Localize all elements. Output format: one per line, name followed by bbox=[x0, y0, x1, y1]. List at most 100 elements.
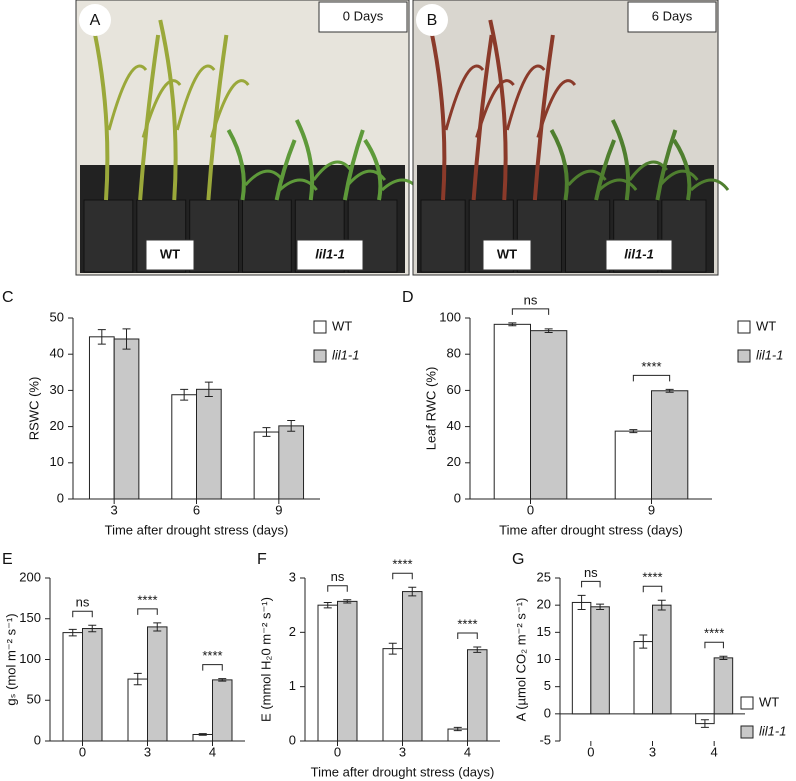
error-bar bbox=[133, 672, 142, 686]
x-tick-label: 9 bbox=[275, 502, 282, 517]
y-tick-label: 15 bbox=[537, 624, 551, 639]
x-tick-label: 9 bbox=[648, 502, 655, 517]
significance-label: **** bbox=[704, 626, 724, 641]
plant bbox=[138, 34, 161, 201]
plant bbox=[594, 139, 616, 201]
bar bbox=[171, 394, 198, 500]
x-tick-label: 0 bbox=[587, 744, 594, 759]
plant bbox=[672, 138, 692, 201]
error-bar bbox=[68, 628, 77, 637]
significance-bracket bbox=[327, 585, 348, 592]
x-axis-label: Time after drought stress (days) bbox=[499, 522, 683, 537]
y-tick-label: 20 bbox=[537, 597, 551, 612]
legend-swatch bbox=[740, 696, 754, 710]
bar bbox=[633, 641, 653, 715]
leaf bbox=[312, 160, 352, 181]
y-tick-label: 0 bbox=[454, 490, 461, 505]
significance-bracket bbox=[581, 580, 601, 588]
legend-swatch bbox=[737, 349, 751, 363]
bar bbox=[82, 628, 103, 742]
plant bbox=[427, 19, 447, 201]
pot bbox=[420, 199, 466, 273]
plant bbox=[532, 34, 555, 201]
bar bbox=[62, 632, 83, 742]
legend-label: WT bbox=[759, 694, 779, 709]
error-bar bbox=[323, 601, 332, 609]
leaf bbox=[598, 178, 638, 192]
plant bbox=[226, 129, 246, 201]
error-bar bbox=[639, 634, 648, 649]
panel-badge bbox=[79, 4, 111, 36]
y-axis-label: E (mmol H₂0 m⁻² s⁻¹) bbox=[258, 597, 273, 722]
y-tick-label: 0 bbox=[57, 490, 64, 505]
leaf bbox=[659, 169, 699, 186]
photo-label: lil1-1 bbox=[315, 246, 345, 261]
bar bbox=[571, 601, 592, 715]
y-tick-label: 50 bbox=[27, 692, 41, 707]
bar bbox=[317, 604, 338, 742]
leaf bbox=[209, 79, 250, 138]
legend-label: lil1-1 bbox=[332, 347, 359, 362]
plant bbox=[294, 119, 315, 201]
plant bbox=[471, 34, 494, 201]
plant bbox=[488, 19, 508, 201]
photo-tag: 0 Days bbox=[343, 8, 384, 23]
x-tick-label: 3 bbox=[649, 744, 656, 759]
error-bar bbox=[204, 381, 213, 398]
panel-label: G bbox=[512, 551, 524, 568]
y-axis-label: A (µmol CO₂ m⁻² s⁻¹) bbox=[513, 598, 528, 722]
y-tick-label: 0 bbox=[544, 705, 551, 720]
plant bbox=[363, 138, 383, 201]
significance-label: **** bbox=[642, 570, 662, 585]
y-tick-label: 100 bbox=[439, 309, 461, 324]
x-axis-label: Time after drought stress (days) bbox=[311, 764, 495, 779]
panel-label: F bbox=[257, 551, 267, 568]
significance-bracket bbox=[137, 608, 158, 615]
leaf bbox=[536, 79, 577, 138]
y-axis-label: gₛ (mol m⁻² s⁻¹) bbox=[3, 613, 18, 705]
error-bar bbox=[596, 603, 605, 611]
y-tick-label: 10 bbox=[50, 454, 64, 469]
label-box bbox=[296, 239, 364, 271]
bar bbox=[713, 657, 734, 715]
significance-label: **** bbox=[392, 557, 412, 572]
x-tick-label: 0 bbox=[334, 744, 341, 759]
panel-label: E bbox=[2, 551, 13, 568]
y-tick-label: 150 bbox=[19, 610, 41, 625]
significance-bracket bbox=[457, 632, 478, 640]
panel-label: A bbox=[90, 12, 101, 29]
error-bar bbox=[388, 642, 397, 655]
pot bbox=[83, 199, 134, 273]
y-axis-label: Leaf RWC (%) bbox=[423, 367, 438, 451]
legend-label: lil1-1 bbox=[759, 723, 786, 738]
error-bar bbox=[218, 678, 227, 682]
plant bbox=[610, 119, 631, 201]
photo-label: WT bbox=[160, 246, 180, 261]
significance-label: ns bbox=[331, 569, 345, 584]
error-bar bbox=[153, 622, 162, 632]
bar bbox=[113, 338, 140, 500]
legend-label: WT bbox=[332, 318, 352, 333]
x-tick-label: 6 bbox=[193, 502, 200, 517]
error-bar bbox=[657, 599, 666, 611]
plant bbox=[90, 19, 110, 201]
significance-bracket bbox=[72, 610, 93, 618]
panel-label: D bbox=[402, 289, 414, 306]
bar bbox=[278, 425, 305, 500]
y-tick-label: 100 bbox=[19, 651, 41, 666]
significance-bracket bbox=[392, 572, 413, 580]
bar bbox=[382, 648, 403, 742]
legend-swatch bbox=[313, 320, 327, 334]
plant bbox=[655, 129, 678, 201]
leaf bbox=[107, 64, 148, 131]
y-tick-label: 60 bbox=[447, 382, 461, 397]
label-box bbox=[145, 239, 195, 271]
significance-label: **** bbox=[137, 592, 157, 607]
leaf bbox=[689, 178, 730, 192]
leaf bbox=[475, 79, 515, 138]
y-tick-label: 20 bbox=[447, 454, 461, 469]
tag-box bbox=[627, 1, 717, 33]
significance-bracket bbox=[511, 308, 550, 315]
x-tick-label: 4 bbox=[209, 744, 216, 759]
error-bar bbox=[629, 429, 638, 434]
